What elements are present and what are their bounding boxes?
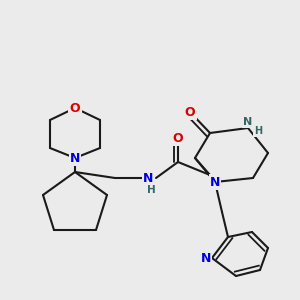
Text: O: O	[185, 106, 195, 118]
Text: H: H	[147, 185, 155, 195]
Text: N: N	[143, 172, 153, 184]
Text: N: N	[210, 176, 220, 188]
Text: N: N	[70, 152, 80, 164]
Text: H: H	[254, 126, 262, 136]
Text: O: O	[70, 101, 80, 115]
Text: N: N	[243, 117, 253, 127]
Text: O: O	[173, 131, 183, 145]
Text: N: N	[201, 251, 211, 265]
